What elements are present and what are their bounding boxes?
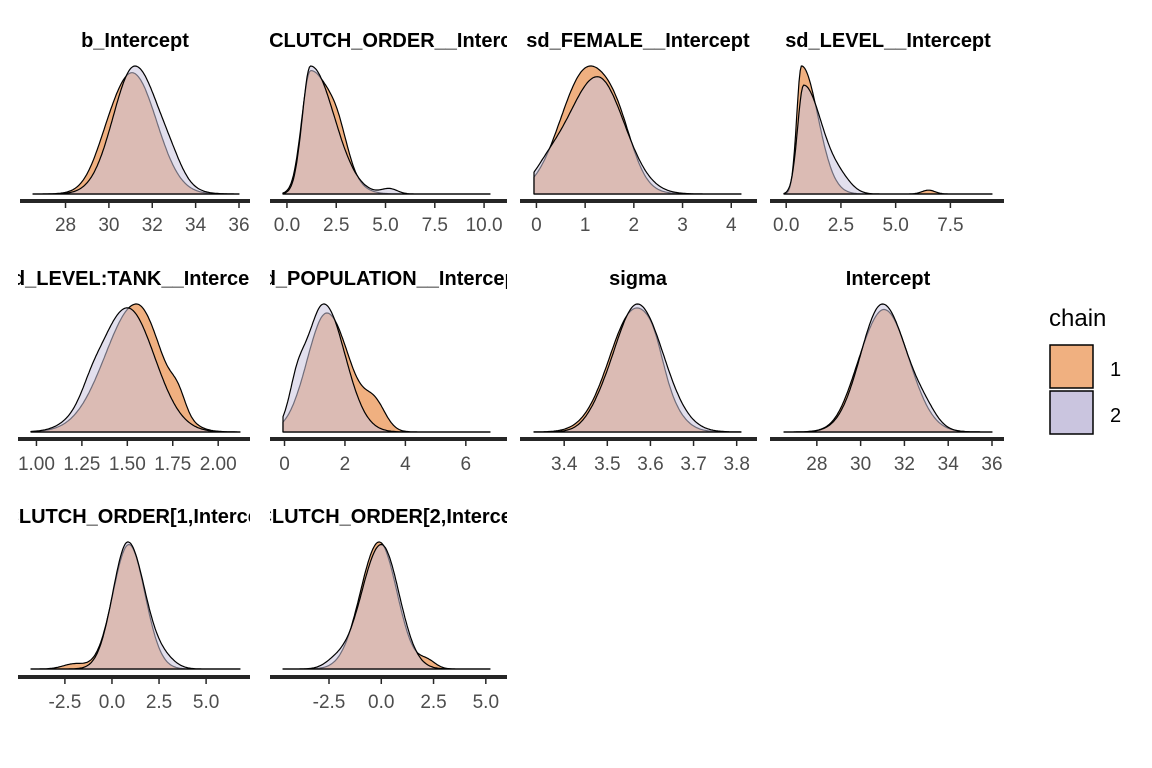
x-tick-label: 2 xyxy=(340,454,351,475)
x-tick-label: 5.0 xyxy=(193,692,219,713)
x-tick-label: 6 xyxy=(461,454,472,475)
facet-panel: Intercept 28 30 32 34 36 xyxy=(770,268,1004,475)
x-tick-label: 3.6 xyxy=(637,454,663,475)
x-tick-label: 5.0 xyxy=(473,692,499,713)
panel-title: sd_FEMALE__Intercept xyxy=(526,30,750,52)
x-tick-label: 10.0 xyxy=(466,215,503,236)
x-tick-label: 0.0 xyxy=(274,215,300,236)
x-tick-label: 3.8 xyxy=(723,454,749,475)
x-tick-label: 0.0 xyxy=(773,215,799,236)
density-chain-2 xyxy=(30,541,241,670)
density-chain-2 xyxy=(30,307,241,433)
panel-title: sigma xyxy=(609,268,668,290)
x-tick-label: 7.5 xyxy=(422,215,448,236)
facet-panel: b_Intercept 28 30 32 34 36 xyxy=(20,30,250,236)
x-tick-label: 5.0 xyxy=(882,215,908,236)
legend-key-chain-2 xyxy=(1049,390,1094,435)
x-tick-label: 3 xyxy=(677,215,688,236)
legend-title: chain xyxy=(1049,305,1106,332)
panel-title: sd_CLUTCH_ORDER__Intercept xyxy=(235,30,542,52)
density-chain-2 xyxy=(32,65,240,195)
legend-label-chain-1: 1 xyxy=(1110,359,1121,381)
facet-panel: sd_POPULATION__Intercept 0 2 4 6 xyxy=(253,268,524,475)
panel-title: sd_POPULATION__Intercept xyxy=(253,268,524,290)
facet-panel: sd_LEVEL:TANK__Intercept 1.00 1.25 1.50 1.75… xyxy=(2,268,269,475)
x-tick-label: 34 xyxy=(185,215,207,236)
x-tick-label: 30 xyxy=(98,215,119,236)
x-tick-label: -2.5 xyxy=(313,692,346,713)
x-tick-label: 7.5 xyxy=(937,215,963,236)
x-tick-label: -2.5 xyxy=(49,692,82,713)
panel-title: sd_LEVEL__Intercept xyxy=(785,30,991,52)
density-chain-2 xyxy=(282,543,491,670)
x-tick-label: 34 xyxy=(938,454,960,475)
x-tick-label: 5.0 xyxy=(372,215,398,236)
x-tick-label: 32 xyxy=(894,454,915,475)
panel-title: sd_LEVEL:TANK__Intercept xyxy=(2,268,269,290)
legend: chain 1 2 xyxy=(1049,305,1121,435)
panel-title: r_CLUTCH_ORDER[2,Intercept] xyxy=(239,506,538,528)
x-tick-label: 4 xyxy=(726,215,737,236)
legend-label-chain-2: 2 xyxy=(1110,405,1121,427)
x-tick-label: 3.7 xyxy=(680,454,706,475)
x-tick-label: 0.0 xyxy=(99,692,125,713)
x-tick-label: 0 xyxy=(531,215,542,236)
facet-panel: sd_CLUTCH_ORDER__Intercept 0.0 2.5 5.0 7.5 10… xyxy=(235,30,542,236)
x-tick-label: 1.50 xyxy=(109,454,146,475)
facet-panel: sigma 3.4 3.5 3.6 3.7 3.8 xyxy=(520,268,757,475)
facet-panel: r_CLUTCH_ORDER[1,Intercept] -2.5 0.0 2.5 5.0 xyxy=(0,506,284,713)
facet-panel: sd_LEVEL__Intercept 0.0 2.5 5.0 7.5 xyxy=(770,30,1004,236)
x-tick-label: 2.5 xyxy=(323,215,349,236)
density-chain-2 xyxy=(282,303,491,433)
x-tick-label: 2.5 xyxy=(146,692,172,713)
x-tick-label: 1.00 xyxy=(18,454,55,475)
x-tick-label: 3.4 xyxy=(551,454,578,475)
x-tick-label: 32 xyxy=(142,215,163,236)
x-tick-label: 30 xyxy=(850,454,871,475)
density-chain-2 xyxy=(533,76,742,195)
x-tick-label: 4 xyxy=(400,454,411,475)
x-tick-label: 2.00 xyxy=(200,454,237,475)
x-tick-label: 2.5 xyxy=(420,692,446,713)
x-tick-label: 1.25 xyxy=(63,454,100,475)
panel-title: r_CLUTCH_ORDER[1,Intercept] xyxy=(0,506,284,528)
density-chain-2 xyxy=(783,303,993,433)
x-tick-label: 2.5 xyxy=(828,215,854,236)
x-tick-label: 0 xyxy=(279,454,290,475)
legend-key-chain-1 xyxy=(1049,344,1094,389)
x-tick-label: 36 xyxy=(981,454,1002,475)
facet-panel: r_CLUTCH_ORDER[2,Intercept] -2.5 0.0 2.5 5.0 xyxy=(239,506,538,713)
x-tick-label: 1 xyxy=(580,215,591,236)
x-tick-label: 0.0 xyxy=(368,692,394,713)
facet-panel: sd_FEMALE__Intercept 0 1 2 3 4 xyxy=(520,30,757,236)
panel-title: b_Intercept xyxy=(81,30,189,52)
x-tick-label: 28 xyxy=(806,454,827,475)
x-tick-label: 3.5 xyxy=(594,454,620,475)
panel-title: Intercept xyxy=(846,268,931,290)
density-chain-2 xyxy=(533,303,742,433)
x-tick-label: 36 xyxy=(228,215,249,236)
x-tick-label: 1.75 xyxy=(154,454,191,475)
density-chain-2 xyxy=(282,65,491,195)
x-tick-label: 28 xyxy=(55,215,76,236)
x-tick-label: 2 xyxy=(629,215,640,236)
